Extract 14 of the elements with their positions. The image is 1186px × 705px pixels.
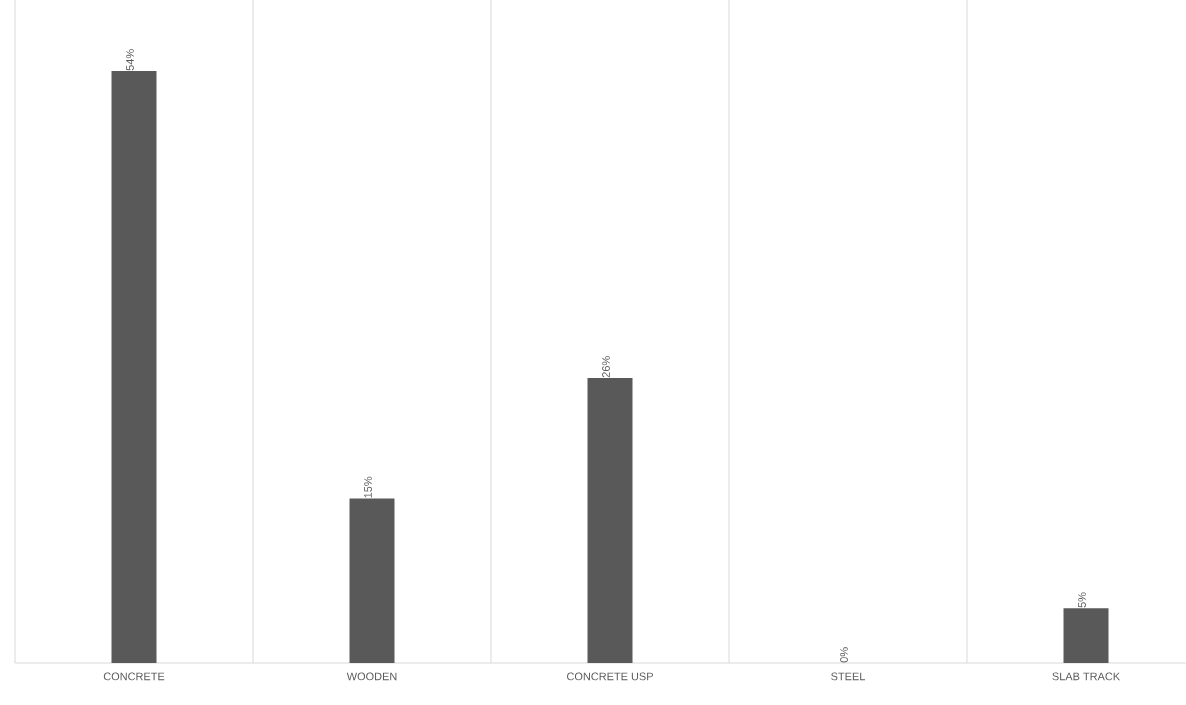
x-tick-label: WOODEN: [346, 672, 397, 681]
bar: [349, 498, 395, 663]
x-tick-label: CONCRETE USP: [567, 672, 653, 681]
data-label: 0%: [840, 647, 848, 663]
x-tick-label: STEEL: [831, 672, 866, 681]
data-label: 15%: [364, 476, 372, 498]
data-label: 26%: [602, 356, 610, 378]
data-label: 5%: [1078, 592, 1086, 608]
data-label: 54%: [126, 49, 134, 71]
x-tick-label: SLAB TRACK: [1052, 672, 1120, 681]
bar: [111, 71, 157, 663]
bar: [1063, 608, 1109, 663]
bar: [587, 377, 633, 663]
x-tick-label: CONCRETE: [103, 672, 165, 681]
